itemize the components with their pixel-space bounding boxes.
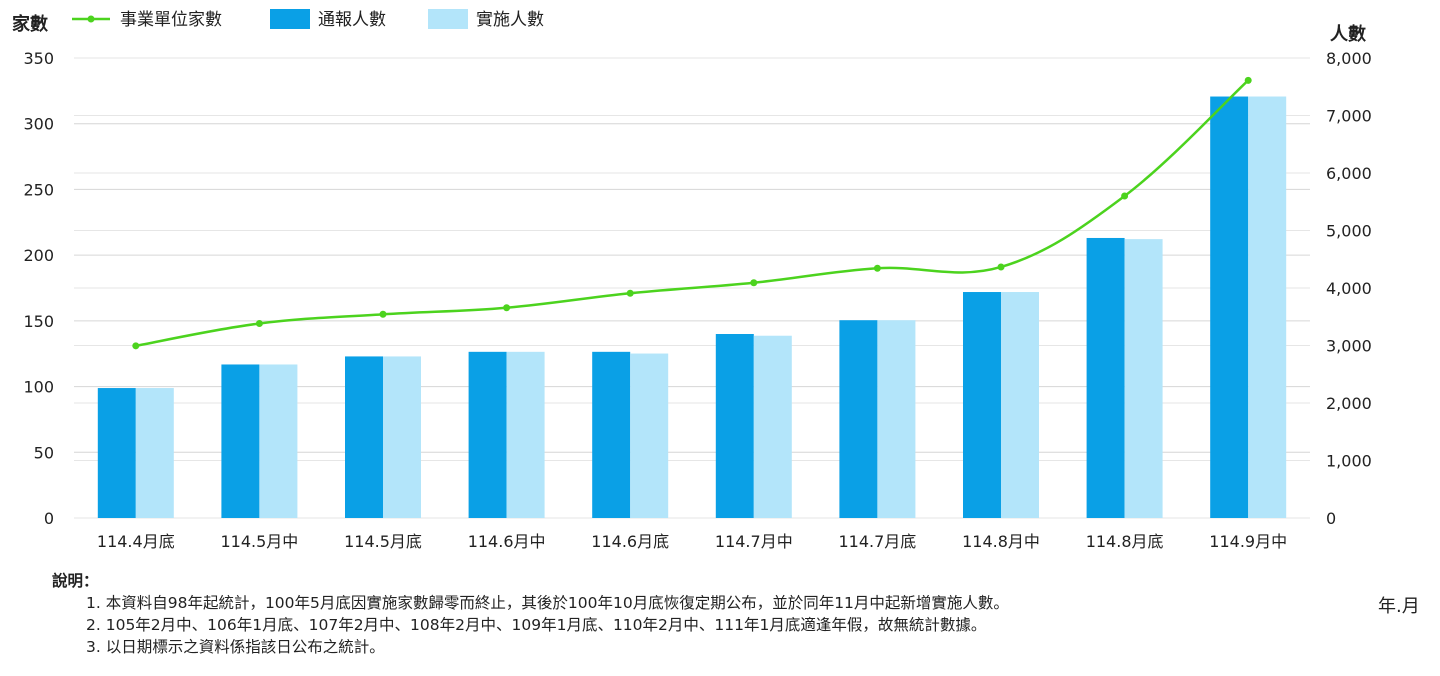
bar-implemented <box>753 335 792 518</box>
bar-reported <box>468 351 507 518</box>
chart: 0 50 100 150 200 250 300 350 0 1,000 2,000 3,000 4,0… <box>12 9 1372 551</box>
bar-implemented <box>630 353 669 518</box>
left-tick-label: 0 <box>44 509 54 528</box>
left-tick-label: 350 <box>23 49 54 68</box>
x-axis-unit: 年.月 <box>1378 596 1420 617</box>
right-tick-label: 2,000 <box>1326 394 1372 413</box>
x-tick-label: 114.4月底 <box>97 532 175 551</box>
left-axis-title: 家數 <box>12 13 48 35</box>
left-tick-label: 150 <box>23 312 54 331</box>
left-tick-label: 100 <box>23 378 54 397</box>
legend-label-implemented[interactable]: 實施人數 <box>476 10 544 30</box>
note-item: 3. 以日期標示之資料係指該日公布之統計。 <box>86 638 385 656</box>
line-point <box>1244 76 1252 84</box>
x-tick-label: 114.6月底 <box>591 532 669 551</box>
right-tick-label: 3,000 <box>1326 337 1372 356</box>
line-point <box>1121 192 1129 200</box>
x-tick-label: 114.5月底 <box>344 532 422 551</box>
bar-implemented <box>1001 292 1039 518</box>
bar-implemented <box>506 351 545 518</box>
notes-title: 說明： <box>52 572 99 590</box>
line-point <box>379 310 387 318</box>
bar-reported <box>839 320 878 518</box>
bars <box>97 96 1287 519</box>
x-tick-label: 114.6月中 <box>468 532 546 551</box>
x-tick-label: 114.8月中 <box>962 532 1040 551</box>
line-point <box>873 264 881 272</box>
left-tick-label: 250 <box>23 180 54 199</box>
legend-label-reported[interactable]: 通報人數 <box>318 10 386 30</box>
x-tick-label: 114.5月中 <box>220 532 298 551</box>
x-tick-label: 114.8月底 <box>1086 532 1164 551</box>
axes: 0 50 100 150 200 250 300 350 0 1,000 2,000 3,000 4,0… <box>12 13 1372 551</box>
legend[interactable]: 事業單位家數 通報人數 實施人數 <box>72 9 544 30</box>
notes: 說明： 1. 本資料自98年起統計，100年5月底因實施家數歸零而終止，其後於1… <box>52 570 1009 658</box>
bar-implemented <box>1248 96 1287 519</box>
bar-reported <box>963 292 1001 518</box>
legend-line-marker <box>87 15 95 23</box>
right-tick-label: 4,000 <box>1326 279 1372 298</box>
line-path <box>135 79 1250 348</box>
legend-label-line[interactable]: 事業單位家數 <box>120 10 222 30</box>
right-tick-label: 6,000 <box>1326 164 1372 183</box>
bar-implemented <box>1124 239 1163 518</box>
bar-implemented <box>259 364 298 518</box>
line-point <box>132 342 140 350</box>
right-axis-title: 人數 <box>1330 24 1366 45</box>
bar-implemented <box>877 320 916 518</box>
x-tick-label: 114.7月中 <box>715 532 793 551</box>
x-tick-label: 114.9月中 <box>1209 532 1287 551</box>
bar-reported <box>1086 237 1125 518</box>
note-item: 2. 105年2月中、106年1月底、107年2月中、108年2月中、109年1… <box>86 616 987 634</box>
line-point <box>997 263 1005 271</box>
right-tick-label: 8,000 <box>1326 49 1372 68</box>
left-tick-label: 300 <box>23 115 54 134</box>
line-point <box>503 304 511 312</box>
line-point <box>255 319 263 327</box>
legend-swatch-reported <box>270 9 310 29</box>
note-item: 1. 本資料自98年起統計，100年5月底因實施家數歸零而終止，其後於100年1… <box>86 594 1009 612</box>
right-tick-label: 0 <box>1326 509 1336 528</box>
right-tick-label: 5,000 <box>1326 222 1372 241</box>
bar-reported <box>97 388 136 518</box>
right-tick-label: 1,000 <box>1326 452 1372 471</box>
left-tick-label: 200 <box>23 246 54 265</box>
bar-reported <box>592 351 631 518</box>
line-point <box>750 279 758 287</box>
left-tick-label: 50 <box>34 443 54 462</box>
line-point <box>626 289 634 297</box>
bar-implemented <box>383 356 421 518</box>
x-tick-label: 114.7月底 <box>838 532 916 551</box>
legend-swatch-implemented <box>428 9 468 29</box>
bar-reported <box>221 364 260 518</box>
bar-implemented <box>135 388 174 518</box>
right-tick-label: 7,000 <box>1326 107 1372 126</box>
line-series <box>132 76 1252 350</box>
bar-reported <box>1210 96 1249 519</box>
bar-reported <box>345 356 383 518</box>
bar-reported <box>715 334 754 518</box>
